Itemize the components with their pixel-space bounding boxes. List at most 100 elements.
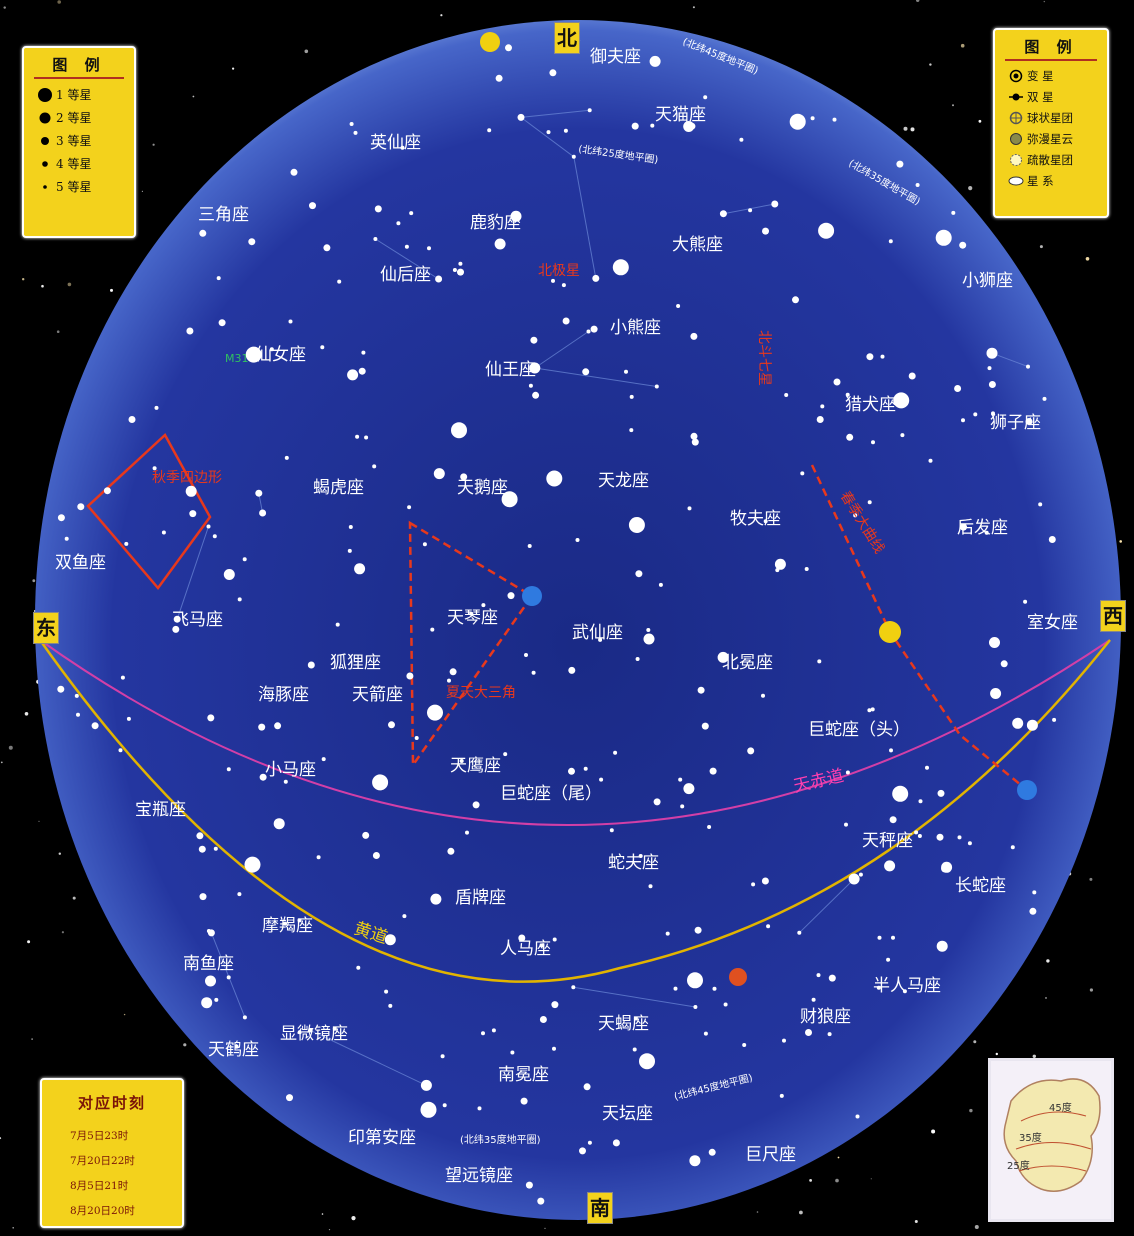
constellation-label: 望远镜座 [445, 1166, 513, 1186]
star [491, 1028, 496, 1033]
star [654, 384, 659, 389]
star [128, 416, 136, 423]
star [960, 523, 967, 531]
star [613, 750, 618, 755]
background-star [56, 330, 60, 334]
star [226, 767, 231, 772]
constellation-label: 北冕座 [722, 653, 773, 673]
star [355, 434, 360, 439]
star [697, 686, 705, 694]
star [540, 943, 545, 948]
star [152, 466, 157, 471]
star [908, 372, 916, 380]
star [237, 892, 242, 897]
star [583, 1083, 591, 1091]
constellation-label: 印第安座 [348, 1128, 416, 1148]
summer-triangle-label: 夏天大三角 [446, 685, 516, 701]
star [199, 229, 207, 237]
star [973, 412, 978, 417]
star [420, 1079, 432, 1091]
star [420, 1101, 437, 1118]
star [833, 378, 841, 386]
star [967, 841, 972, 846]
star [185, 485, 197, 497]
constellation-label: 武仙座 [572, 623, 623, 643]
star [207, 714, 215, 722]
star [388, 1003, 393, 1008]
star [213, 846, 218, 851]
star [297, 918, 302, 923]
star [525, 1181, 533, 1189]
time-legend-row: 7月20日22时 [70, 1155, 135, 1167]
star [1038, 502, 1043, 507]
star [896, 160, 904, 168]
star [893, 392, 910, 409]
mag1-star-icon [38, 87, 52, 102]
constellation-label: 仙后座 [380, 265, 431, 285]
star [937, 789, 945, 797]
star [510, 1050, 515, 1055]
star [297, 1030, 302, 1035]
background-star [1089, 877, 1093, 881]
star [234, 1044, 239, 1049]
star [76, 712, 80, 717]
star [495, 74, 503, 82]
north-marker: 北 [554, 22, 580, 54]
star [900, 433, 905, 438]
magnitude-legend: 图 例 1 等星 2 等星 3 等星 4 等星 5 等星 [22, 46, 136, 238]
constellation-label: 显微镜座 [280, 1024, 348, 1044]
star [477, 1106, 482, 1111]
star [631, 122, 639, 130]
star [761, 693, 765, 698]
background-star [914, 1220, 918, 1223]
star [902, 989, 907, 994]
star [855, 1114, 860, 1119]
constellation-line [176, 526, 209, 620]
background-star [141, 190, 143, 192]
star [665, 931, 670, 936]
star [571, 985, 576, 990]
star [561, 283, 566, 288]
object-legend-title: 图 例 [1005, 36, 1097, 61]
star [447, 678, 451, 683]
constellation-label: 财狼座 [800, 1007, 851, 1027]
background-star [32, 579, 36, 583]
star [529, 362, 541, 374]
star [800, 471, 805, 476]
constellation-label: 飞马座 [172, 610, 223, 630]
star [551, 278, 555, 283]
star [396, 221, 401, 226]
constellation-label: 狮子座 [990, 413, 1041, 433]
star [779, 1093, 784, 1098]
background-star [3, 6, 6, 9]
star [226, 975, 231, 980]
star [828, 974, 836, 982]
constellation-label: 小熊座 [610, 318, 661, 338]
magnitude-legend-row: 4 等星 [24, 152, 134, 175]
constellation-label: 巨蛇座（头） [808, 720, 910, 740]
star [915, 183, 920, 187]
star [207, 929, 215, 937]
star [989, 637, 1000, 648]
star [925, 765, 929, 770]
star [316, 855, 321, 860]
constellation-label: 摩羯座 [262, 916, 313, 936]
star [507, 592, 515, 600]
star [609, 828, 614, 833]
star [1025, 418, 1033, 425]
inset-label: 25度 [1007, 1159, 1030, 1172]
star [579, 1147, 586, 1155]
object-legend-row: 变 星 [995, 65, 1107, 86]
star [936, 833, 944, 841]
star [172, 625, 180, 633]
star [845, 770, 850, 775]
background-star [38, 820, 40, 823]
constellation-label: 宝瓶座 [135, 800, 186, 820]
background-star [328, 1229, 331, 1231]
object-legend-row: 弥漫星云 [995, 128, 1107, 149]
star [248, 238, 256, 246]
background-star [837, 1156, 840, 1159]
background-star [870, 1178, 872, 1180]
star [653, 798, 661, 806]
